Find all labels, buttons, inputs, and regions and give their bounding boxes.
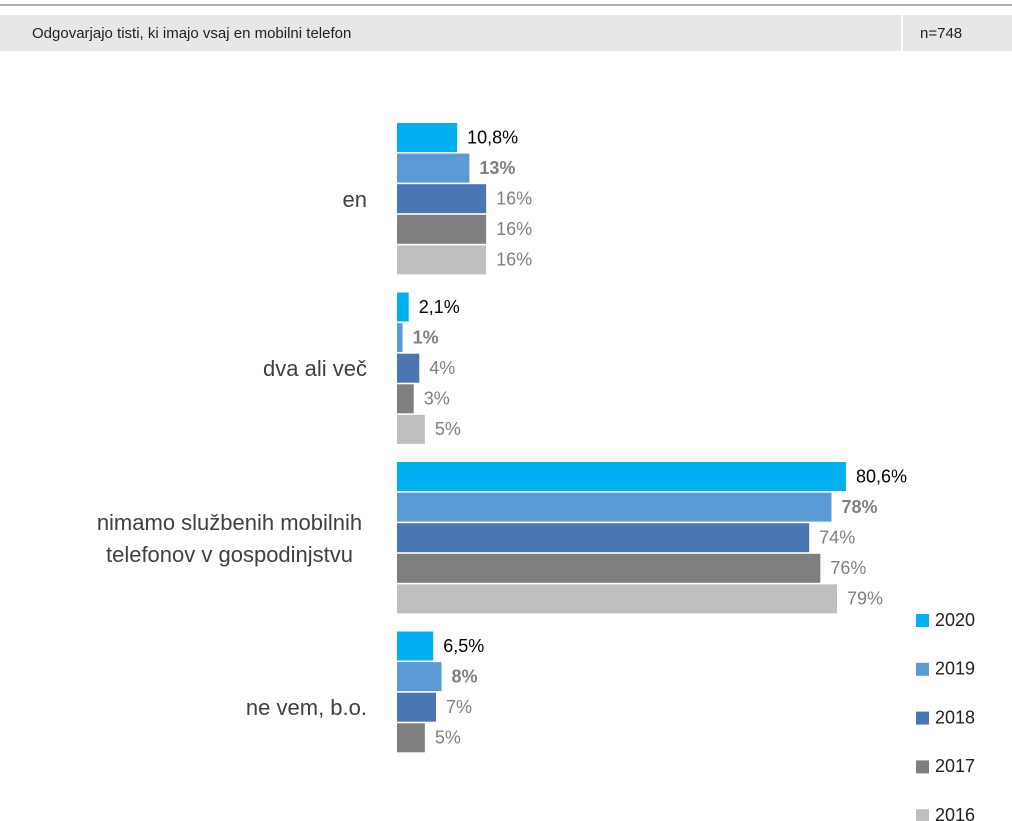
legend-label: 2019 [935,659,975,679]
value-label: 16% [496,188,532,208]
category-label: en [342,186,367,212]
bar [397,153,470,183]
bar [397,245,487,275]
value-label: 2,1% [419,297,460,317]
bar [397,523,810,553]
legend-label: 2020 [935,610,975,630]
value-label: 6,5% [443,636,484,656]
bar [397,723,425,753]
value-label: 76% [830,558,866,578]
bar [397,414,425,444]
header-text: Odgovarjajo tisti, ki imajo vsaj en mobi… [32,25,351,42]
bar [397,184,487,214]
legend-label: 2016 [935,805,975,821]
value-label: 13% [479,158,515,178]
value-label: 5% [435,419,461,439]
legend-label: 2018 [935,707,975,727]
legend-swatch [916,662,929,676]
legend-swatch [916,614,929,627]
value-label: 3% [424,389,450,409]
category-label: dva ali več [263,356,367,381]
bar [397,462,846,491]
category-label-box: en [67,123,367,276]
bar [397,323,403,353]
bar [397,662,442,692]
bar [397,492,832,522]
value-label: 1% [413,327,439,347]
category-label-box: ne vem, b.o. [67,632,367,785]
value-label: 74% [819,527,855,547]
bar [397,123,458,152]
category-label-box: nimamo službenih mobilnih telefonov v go… [67,462,367,615]
bar [397,353,420,383]
header-n: n=748 [920,25,962,42]
value-label: 4% [429,358,455,378]
value-label: 16% [496,250,532,270]
legend-swatch [916,711,929,725]
legend-swatch [916,760,929,774]
value-label: 16% [496,219,532,239]
value-label: 5% [435,728,461,748]
bar [397,553,821,583]
value-label: 80,6% [856,466,907,486]
legend-label: 2017 [935,756,975,776]
category-label: nimamo službenih mobilnih telefonov v go… [96,509,363,567]
bar [397,631,434,661]
header-bar [0,15,1012,51]
value-label: 78% [841,497,877,517]
bar [397,384,414,414]
category-label: ne vem, b.o. [245,695,367,720]
category-label-box: dva ali več [67,293,367,446]
bar [397,692,436,722]
value-label: 7% [446,697,472,717]
legend-swatch [916,809,929,821]
bar [397,292,409,322]
bar [397,214,487,244]
value-label: 79% [847,589,883,609]
value-label: 8% [452,666,478,686]
bar [397,584,838,614]
value-label: 10,8% [467,127,518,147]
